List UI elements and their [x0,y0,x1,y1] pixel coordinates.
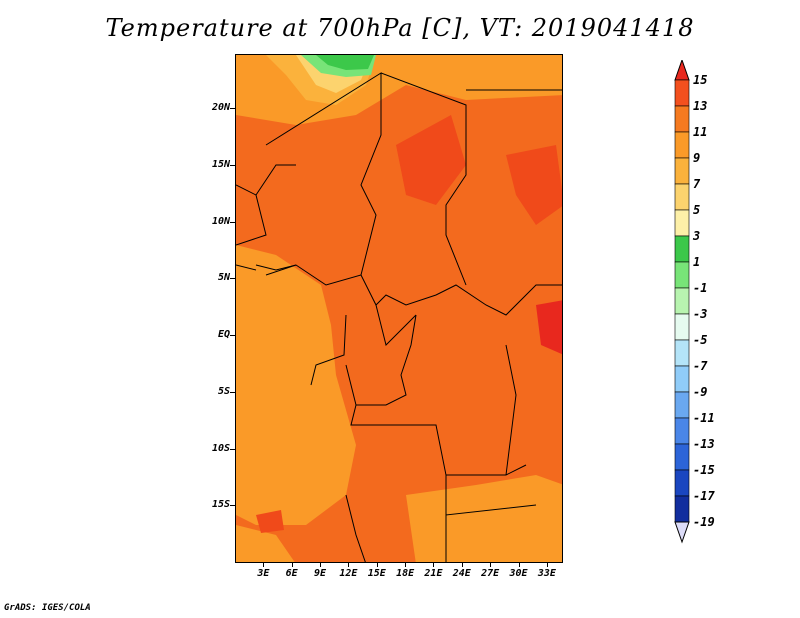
colorbar-label: 1 [693,255,701,269]
colorbar-segment [674,157,690,185]
field-warm-lakes [536,300,562,355]
colorbar-label: 15 [693,73,708,87]
lon-tick [490,563,492,567]
colorbar-label: -1 [693,281,708,295]
colorbar-label: -3 [693,307,708,321]
field-warm-sw [256,510,284,533]
lon-label: 3E [257,568,270,579]
chart-title: Temperature at 700hPa [C], VT: 201904141… [105,14,695,42]
temperature-map [235,54,563,563]
colorbar-label: -17 [693,489,715,503]
lon-label: 9E [314,568,327,579]
lon-tick [461,563,463,567]
colorbar-segment [674,183,690,211]
lon-label: 21E [424,568,443,579]
colorbar-top-arrow [674,60,690,81]
colorbar-segment [674,79,690,107]
colorbar-segment [674,469,690,497]
colorbar-segment [674,131,690,159]
colorbar-label: -5 [693,333,708,347]
colorbar-label: -15 [693,463,715,477]
lat-label: 15S [211,499,230,511]
lat-label: EQ [217,329,230,340]
colorbar-label: 11 [693,125,708,139]
lon-label: 15E [367,568,386,579]
lat-label: 15N [211,158,230,170]
lat-label: 5S [217,385,230,397]
colorbar-label: 5 [693,203,701,217]
colorbar-label: 9 [693,151,701,165]
lon-label: 33E [537,568,556,579]
colorbar-segment [674,495,690,523]
colorbar-label: 3 [693,229,701,243]
lat-tick [230,278,235,280]
lat-label: 5N [217,272,230,284]
lon-label: 27E [481,568,500,579]
colorbar-segment [674,287,690,315]
country-borders [236,72,562,562]
colorbar-segment [674,261,690,289]
field-warm-east [506,145,562,225]
lat-tick [230,448,235,450]
field-green [316,55,374,70]
lon-label: 24E [452,568,471,579]
colorbar-label: -7 [693,359,708,373]
colorbar [674,60,690,544]
lat-tick [230,335,235,336]
colorbar-label: -19 [693,515,715,529]
lon-tick [518,563,520,567]
credit-text: GrADS: IGES/COLA [4,603,91,613]
lon-tick [376,563,378,567]
lat-tick [230,221,235,223]
field-warm-north [396,115,466,205]
colorbar-label: 13 [693,99,708,113]
field-cooler-south [406,475,562,562]
lat-label: 10N [211,215,230,227]
colorbar-label: -11 [693,411,715,425]
lon-label: 30E [509,568,528,579]
lat-tick [230,505,235,507]
colorbar-segment [674,313,690,341]
lat-label: 20N [211,102,230,113]
colorbar-segment [674,391,690,419]
lon-tick [546,563,548,567]
colorbar-segment [674,365,690,393]
lon-label: 12E [339,568,358,579]
lon-label: 6E [285,568,298,579]
lon-label: 18E [396,568,415,579]
colorbar-segment [674,105,690,133]
colorbar-bottom-arrow [674,521,690,544]
colorbar-segment [674,235,690,263]
colorbar-segment [674,209,690,237]
lon-tick [433,563,435,567]
lat-tick [230,164,235,166]
colorbar-label: -9 [693,385,708,399]
lon-tick [263,563,265,567]
lon-tick [405,563,407,567]
lat-tick [230,108,235,109]
colorbar-label: -13 [693,437,715,451]
colorbar-segment [674,417,690,445]
colorbar-segment [674,443,690,471]
lat-label: 10S [211,442,230,454]
lon-tick [320,563,322,567]
lon-tick [348,563,350,567]
field-cooler-west [236,245,356,525]
lat-tick [230,391,235,393]
map-canvas [236,55,562,562]
colorbar-segment [674,339,690,367]
field-cooler-sw-corner [236,525,295,562]
colorbar-label: 7 [693,177,701,191]
lon-tick [291,563,293,567]
